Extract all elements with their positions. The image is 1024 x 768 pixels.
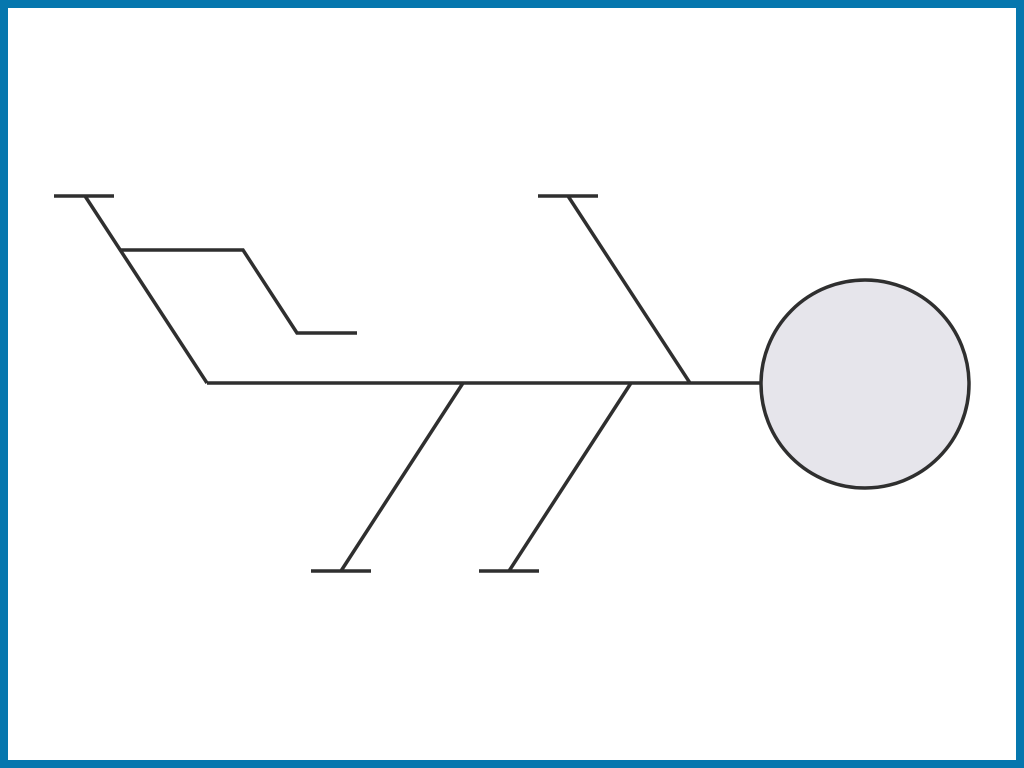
lower-bone-right xyxy=(507,382,633,572)
lower-bone-left xyxy=(339,382,465,572)
sub-branch xyxy=(120,248,357,335)
upper-bone-left xyxy=(83,195,209,384)
upper-bone-right xyxy=(566,195,692,384)
fish-head-circle xyxy=(759,278,971,490)
